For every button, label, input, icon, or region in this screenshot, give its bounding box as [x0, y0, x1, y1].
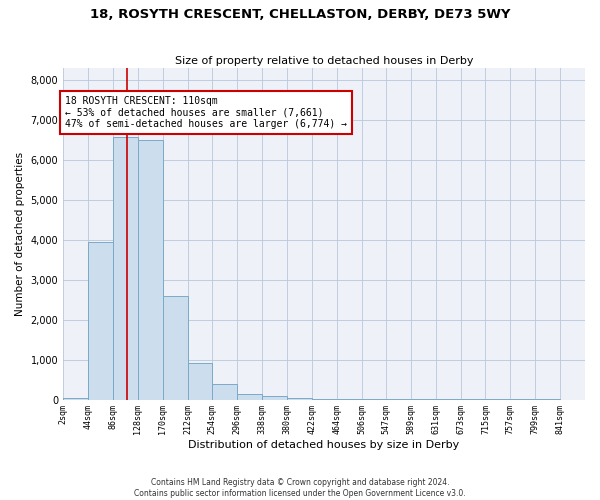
Text: 18 ROSYTH CRESCENT: 110sqm
← 53% of detached houses are smaller (7,661)
47% of s: 18 ROSYTH CRESCENT: 110sqm ← 53% of deta… — [65, 96, 347, 129]
Text: Contains HM Land Registry data © Crown copyright and database right 2024.
Contai: Contains HM Land Registry data © Crown c… — [134, 478, 466, 498]
Bar — [63, 398, 88, 400]
Bar — [138, 140, 163, 400]
Bar — [188, 363, 212, 400]
Bar — [212, 384, 238, 400]
Bar — [163, 296, 188, 400]
Bar — [287, 398, 312, 400]
Title: Size of property relative to detached houses in Derby: Size of property relative to detached ho… — [175, 56, 473, 66]
Bar — [88, 242, 113, 400]
Bar — [113, 137, 138, 400]
Bar — [238, 394, 262, 400]
Y-axis label: Number of detached properties: Number of detached properties — [15, 152, 25, 316]
X-axis label: Distribution of detached houses by size in Derby: Distribution of detached houses by size … — [188, 440, 460, 450]
Bar — [262, 396, 287, 400]
Text: 18, ROSYTH CRESCENT, CHELLASTON, DERBY, DE73 5WY: 18, ROSYTH CRESCENT, CHELLASTON, DERBY, … — [90, 8, 510, 20]
